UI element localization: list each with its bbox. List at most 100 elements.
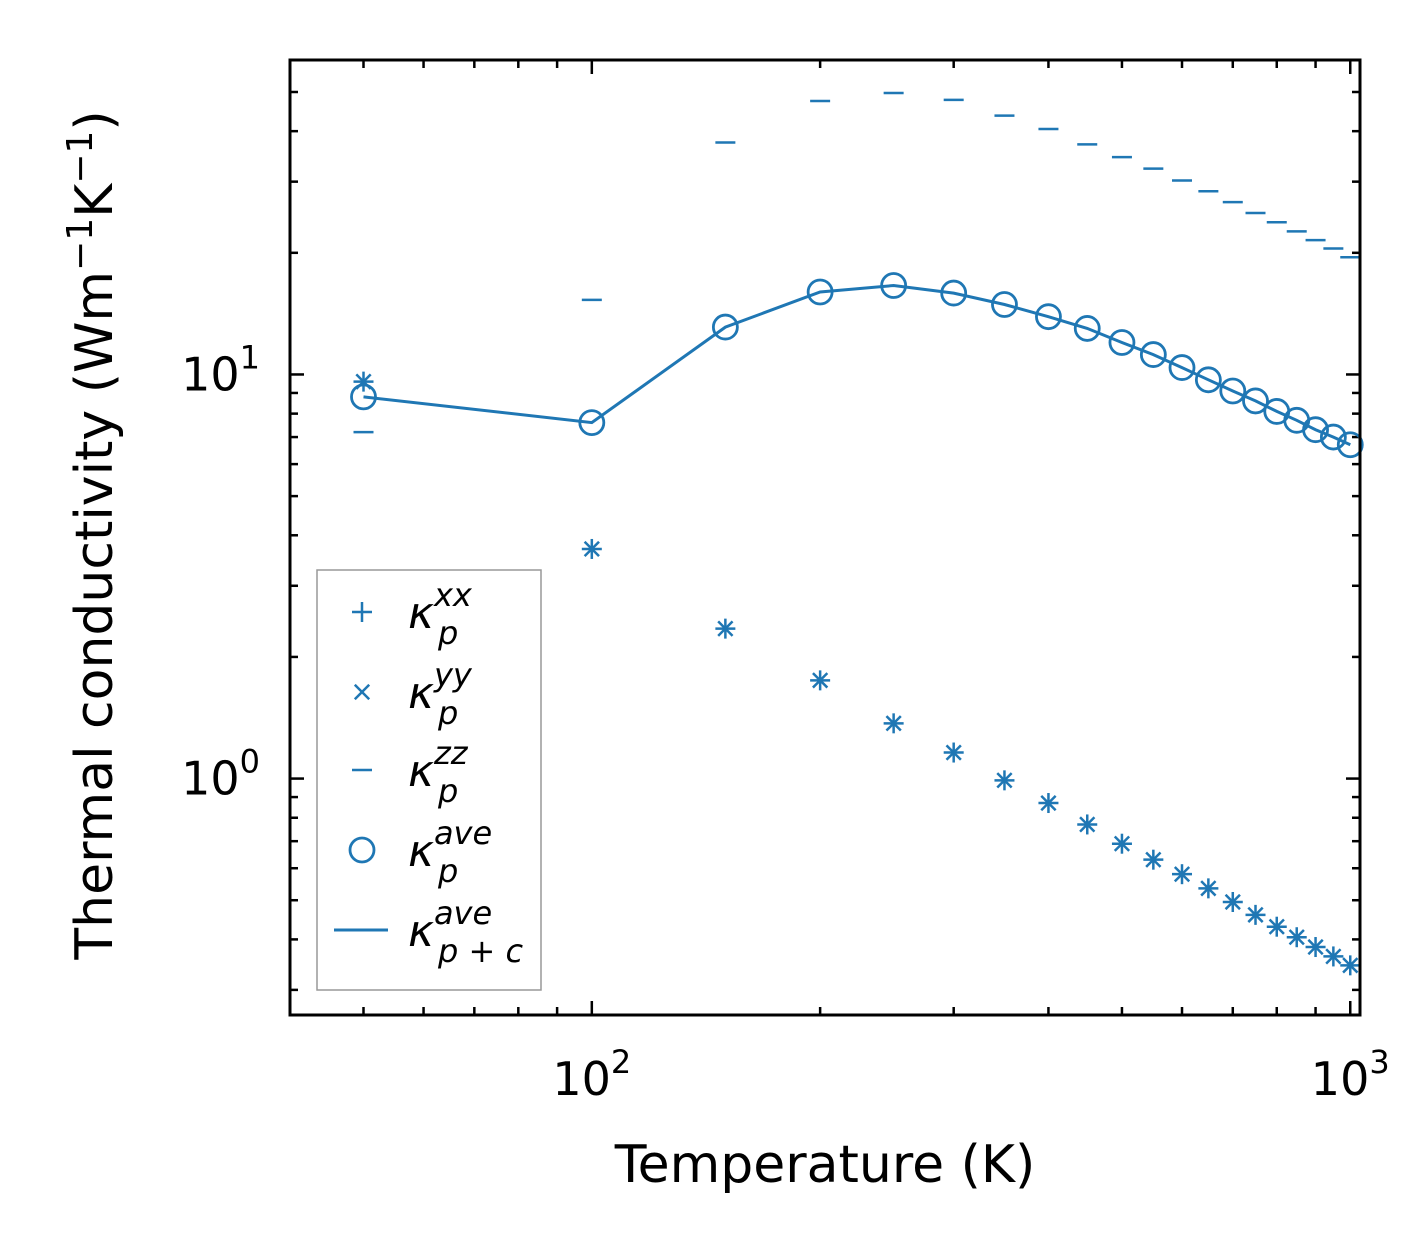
- point-yy: [1113, 835, 1131, 852]
- legend-label-symbol: κ: [408, 826, 434, 877]
- legend-label-ave: κave p: [408, 814, 492, 890]
- legend-label-ave_pc: κave p + c: [408, 894, 523, 970]
- series-yy: [355, 373, 1359, 974]
- legend-label-sub: p: [437, 772, 458, 810]
- y-tick-label-base: 10: [181, 752, 240, 806]
- legend-marker-yy: [353, 683, 371, 701]
- point-yy-b: [885, 715, 902, 732]
- legend-label-symbol: κ: [408, 746, 434, 797]
- legend-label-sub: p: [437, 852, 458, 890]
- point-ave: [1035, 303, 1062, 331]
- point-ave: [711, 313, 739, 341]
- y-axis-title-close: ): [65, 110, 125, 130]
- legend-label-sup: zz: [433, 734, 469, 772]
- legend-label-sup: ave: [434, 814, 492, 852]
- legend-entry-zz: κzz p: [352, 734, 469, 810]
- point-ave: [1194, 366, 1222, 394]
- x-tick-label-exp: 2: [611, 1043, 631, 1081]
- y-tick-label-base: 10: [181, 347, 240, 401]
- point-yy: [1079, 816, 1096, 833]
- legend-label-zz: κzz p: [408, 734, 469, 810]
- point-yy-b: [583, 540, 600, 558]
- point-ave: [1319, 423, 1347, 451]
- y-axis-title-exp1: −1: [60, 218, 101, 271]
- y-axis-title: Thermal conductivity (Wm−1K−1): [60, 110, 125, 960]
- series-ave_pc: [363, 283, 1351, 447]
- point-yy-b: [1079, 816, 1096, 833]
- point-yy-b: [1288, 929, 1305, 946]
- legend-frame: [316, 569, 542, 991]
- series-layer: [350, 91, 1364, 976]
- legend-label-sup: ave: [434, 894, 492, 932]
- legend-label-sub: p + c: [437, 932, 523, 970]
- point-yy: [1145, 851, 1162, 868]
- y-axis-title-main: Thermal conductivity (Wm: [65, 271, 125, 961]
- point-yy: [1288, 929, 1305, 946]
- legend-label-sub: p: [437, 614, 458, 652]
- y-axis-title-k: K: [65, 182, 125, 218]
- point-ave: [1336, 431, 1364, 459]
- point-yy-b: [945, 744, 962, 761]
- legend-entry-xx: κxx p: [352, 576, 473, 652]
- legend-label-symbol: κ: [408, 906, 434, 957]
- y-tick-label: 101: [181, 338, 260, 401]
- point-yy: [1200, 880, 1217, 897]
- y-tick-label-exp: 0: [240, 743, 260, 781]
- x-tick-label-base: 10: [1311, 1052, 1370, 1106]
- point-yy: [812, 672, 829, 689]
- point-yy: [1268, 918, 1285, 935]
- point-ave: [1139, 341, 1167, 368]
- point-yy-b: [996, 772, 1013, 789]
- legend-marker-yy-b: [353, 683, 371, 701]
- point-yy-b: [717, 620, 734, 637]
- point-ave: [1073, 315, 1101, 342]
- point-yy-b: [1224, 893, 1241, 911]
- point-yy: [1173, 866, 1191, 883]
- point-ave: [1302, 416, 1329, 444]
- point-yy: [1247, 906, 1264, 923]
- point-yy-b: [1113, 835, 1131, 852]
- x-tick-label: 102: [552, 1043, 631, 1106]
- legend-label-yy: κyy p: [408, 656, 473, 732]
- x-axis-title: Temperature (K): [614, 1135, 1036, 1195]
- x-tick-label-exp: 3: [1369, 1043, 1389, 1081]
- x-tick-label-base: 10: [552, 1052, 611, 1106]
- y-tick-label: 100: [181, 743, 260, 806]
- major-ticks: [290, 60, 1360, 1015]
- y-axis-title-exp2: −1: [60, 131, 101, 184]
- legend-entry-yy: κyy p: [353, 656, 473, 732]
- legend-marker-xx: [352, 602, 372, 622]
- point-yy-b: [1200, 880, 1217, 897]
- legend-entry-ave: κave p: [348, 814, 492, 890]
- legend-label-xx: κxx p: [408, 576, 473, 652]
- series-zz: [353, 91, 1361, 434]
- point-yy-b: [1342, 957, 1359, 974]
- point-ave: [1219, 377, 1247, 405]
- point-yy: [1325, 948, 1342, 965]
- point-yy-b: [1040, 794, 1057, 812]
- point-ave: [1242, 387, 1269, 415]
- point-yy: [945, 744, 962, 761]
- plot-frame: [288, 58, 1362, 1017]
- series-ave: [350, 272, 1364, 459]
- point-ave: [1168, 354, 1196, 381]
- legend-entry-ave_pc: κave p + c: [334, 894, 523, 970]
- point-yy-b: [1307, 938, 1324, 956]
- point-yy-b: [1247, 906, 1264, 923]
- point-yy: [717, 620, 734, 637]
- point-yy: [1342, 957, 1359, 974]
- legend-label-sup: xx: [433, 576, 473, 614]
- point-yy-b: [1145, 851, 1162, 868]
- point-yy-b: [1325, 948, 1342, 965]
- point-yy-b: [1173, 866, 1191, 883]
- legend-label-symbol: κ: [408, 588, 434, 639]
- point-ave: [1108, 329, 1136, 356]
- y-tick-label-exp: 1: [240, 338, 260, 376]
- point-yy: [583, 540, 600, 558]
- legend-label-sup: yy: [433, 656, 473, 694]
- x-tick-label: 103: [1311, 1043, 1390, 1106]
- point-yy: [885, 715, 902, 732]
